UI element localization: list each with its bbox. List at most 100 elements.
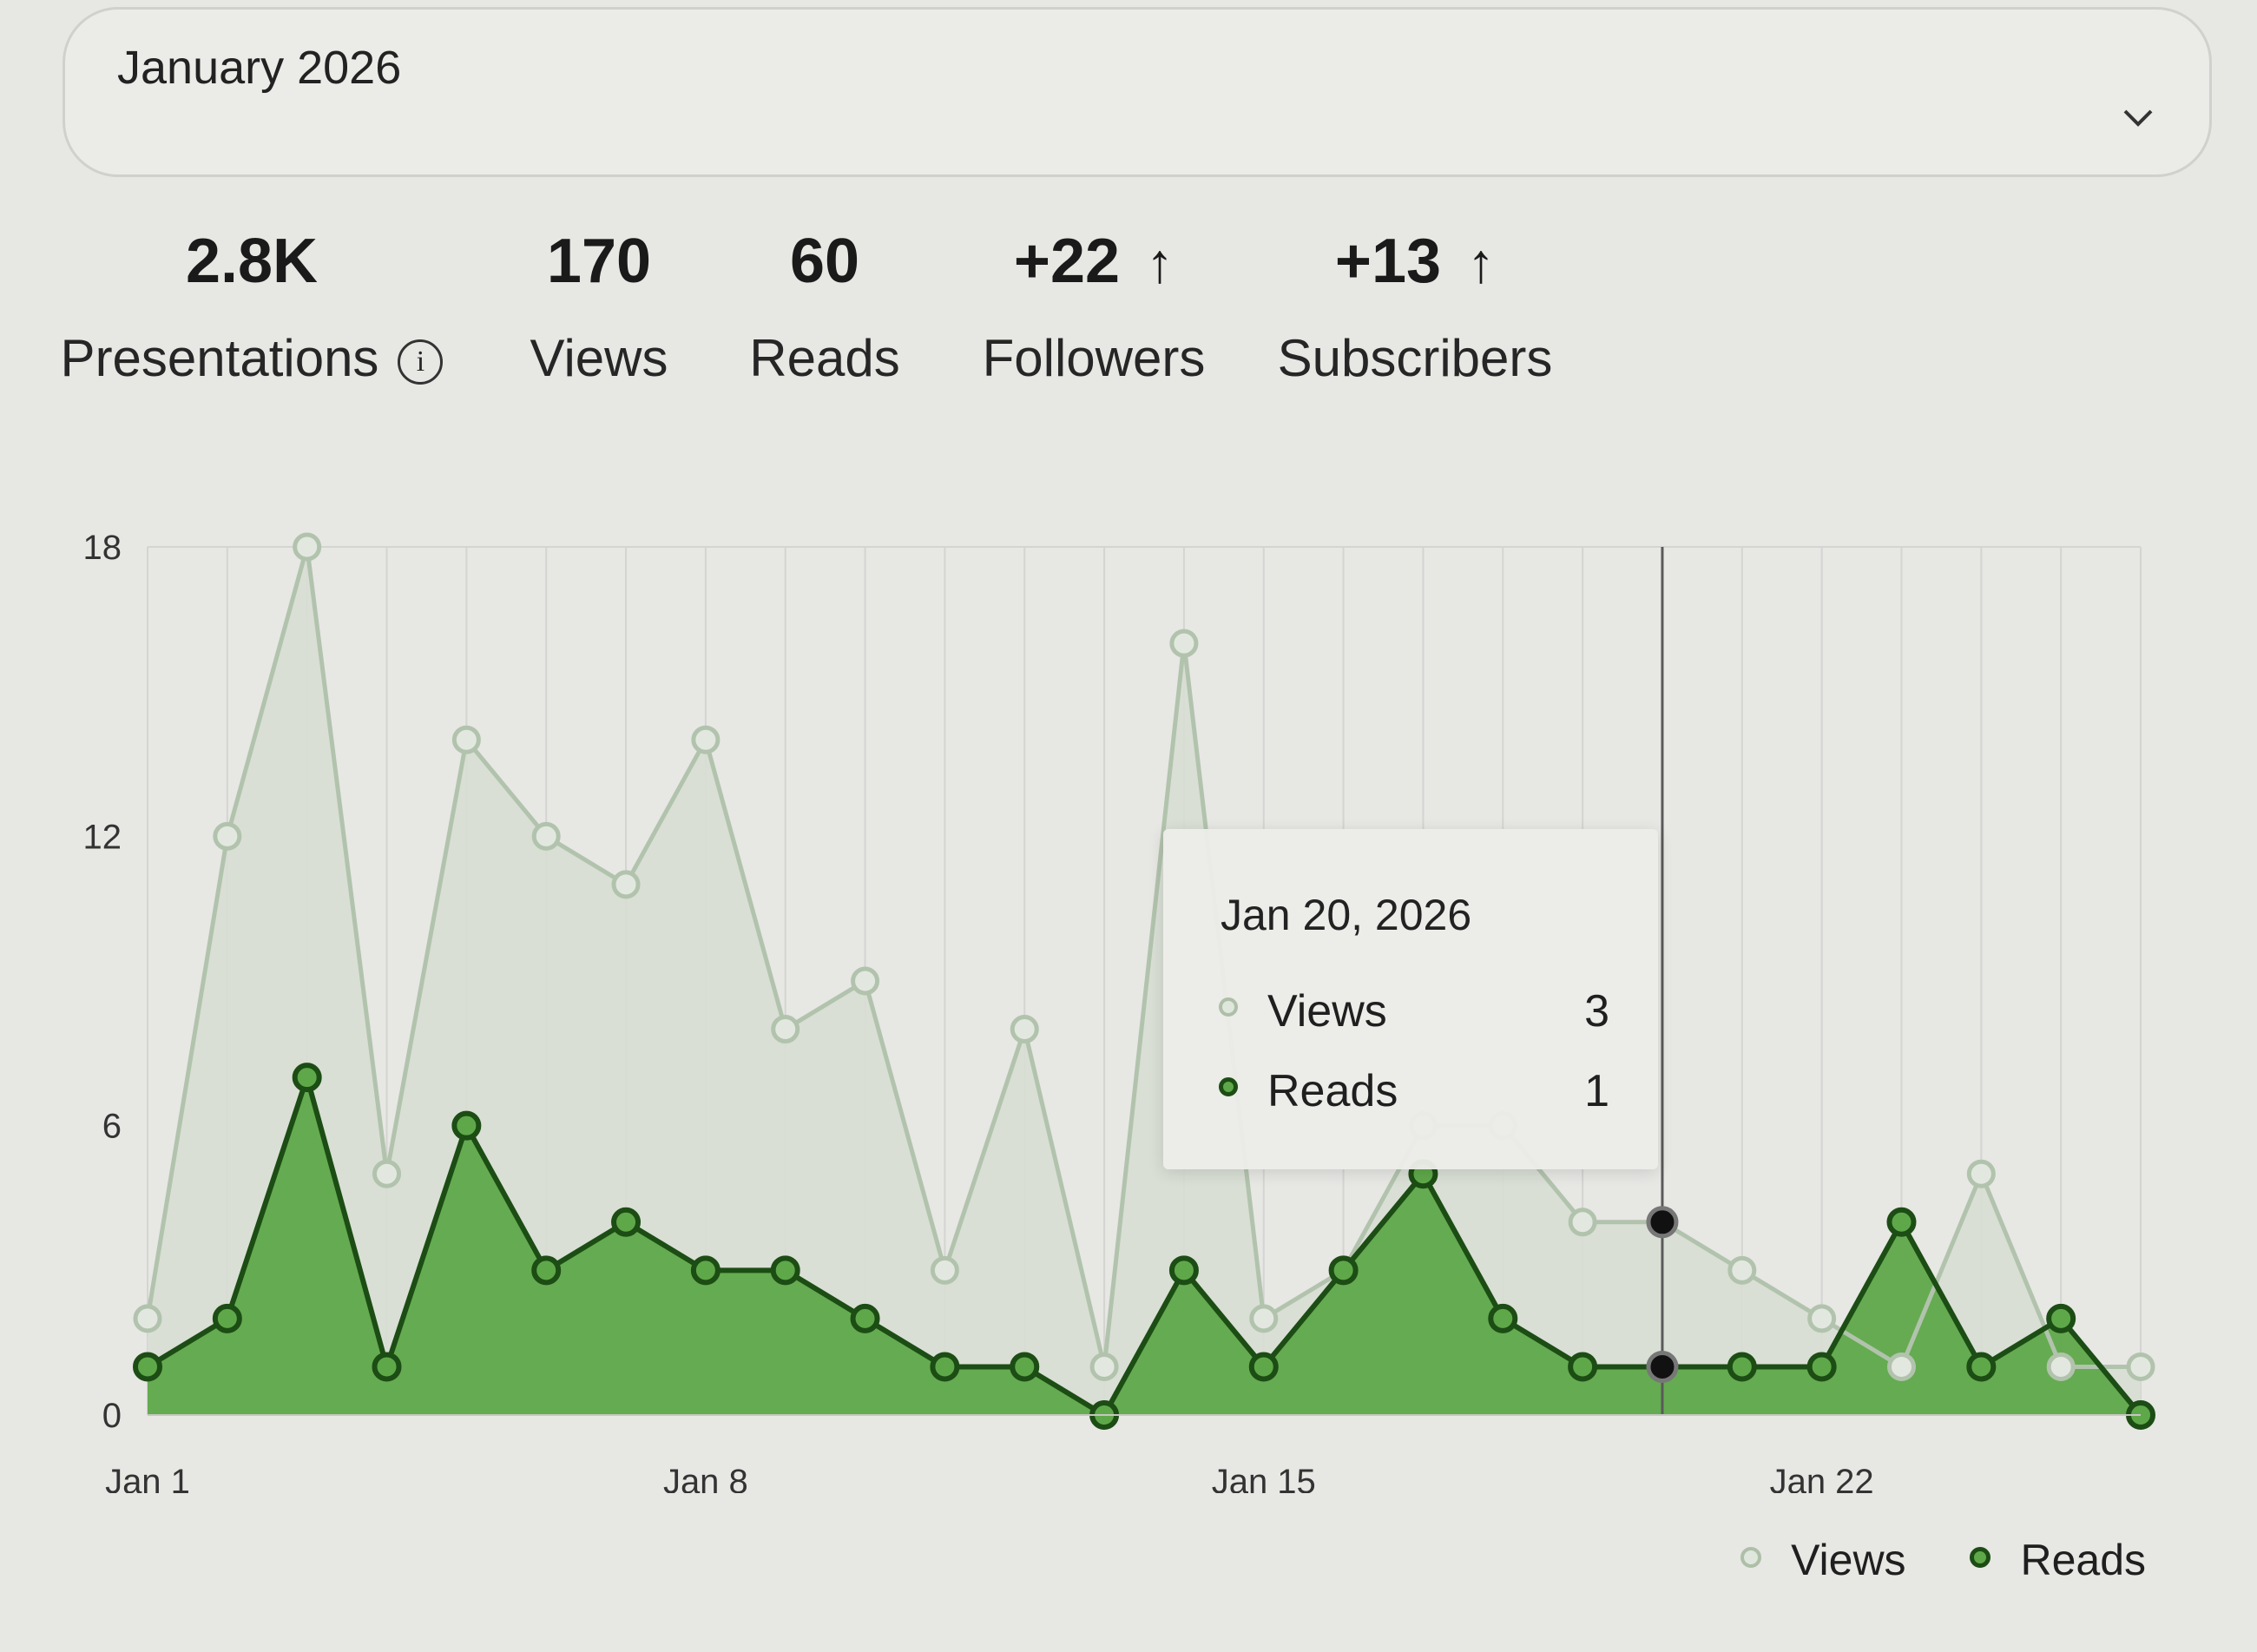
reads-legend-icon [1970, 1547, 1991, 1568]
stat-subscribers-label: Subscribers [1277, 329, 1553, 387]
reads-point [2046, 1303, 2076, 1333]
stat-presentations-value: 2.8K [185, 227, 319, 296]
stat-followers-value-wrap: +22 ↑ [972, 226, 1215, 297]
tooltip-views-label: Views [1267, 986, 1387, 1037]
tooltip-views-value: 3 [1584, 986, 1609, 1037]
views-point [1568, 1208, 1597, 1237]
tooltip-row-reads: Reads 1 [1219, 1065, 1609, 1117]
views-point [1010, 1015, 1039, 1044]
views-point [1727, 1255, 1757, 1285]
stat-subscribers-value: +13 [1334, 227, 1442, 296]
reads-point [1010, 1352, 1040, 1382]
views-point [2046, 1352, 2076, 1381]
stat-presentations-label: Presentations [60, 329, 379, 387]
reads-point [372, 1352, 402, 1382]
chart-tooltip: Jan 20, 2026 Views 3 Reads 1 [1163, 829, 1658, 1169]
legend-item-views[interactable]: Views [1740, 1535, 1906, 1585]
stat-followers-value: +22 [1013, 227, 1121, 296]
stat-presentations: 2.8K Presentations i [43, 226, 460, 388]
views-point [611, 870, 641, 899]
reads-dot-icon [1219, 1077, 1238, 1096]
up-arrow-icon: ↑ [1467, 232, 1496, 294]
stat-views-label: Views [530, 329, 668, 387]
reads-point [770, 1255, 800, 1286]
views-point [451, 725, 481, 754]
views-point [213, 821, 242, 851]
x-tick-label: Jan 15 [1212, 1463, 1316, 1493]
reads-point [1568, 1352, 1598, 1382]
views-point [691, 725, 721, 754]
month-selector-value: January 2026 [117, 42, 402, 94]
chart-points [133, 532, 2155, 1430]
views-dot-icon [1219, 997, 1238, 1017]
views-point [2126, 1352, 2155, 1381]
y-tick-label: 0 [102, 1397, 122, 1435]
tooltip-date: Jan 20, 2026 [1221, 891, 1472, 939]
views-point [1807, 1304, 1837, 1333]
stat-views-value: 170 [546, 227, 652, 296]
tooltip-row-views: Views 3 [1219, 985, 1609, 1037]
reads-point [850, 1303, 880, 1333]
legend-item-reads[interactable]: Reads [1970, 1535, 2146, 1585]
views-point [1089, 1352, 1119, 1381]
month-selector[interactable]: January 2026 [63, 7, 2212, 177]
stat-followers: +22 ↑ Followers [972, 226, 1215, 388]
x-tick-label: Jan 8 [663, 1463, 748, 1493]
reads-point [292, 1063, 322, 1093]
reads-point [690, 1255, 721, 1286]
views-point [531, 821, 561, 851]
stat-views: 170 Views [521, 226, 677, 388]
views-legend-icon [1740, 1547, 1762, 1568]
views-series-line [145, 544, 2141, 1369]
stat-subscribers: +13 ↑ Subscribers [1267, 226, 1563, 388]
legend-reads-label: Reads [2020, 1536, 2146, 1584]
views-area [148, 547, 2141, 1415]
reads-point [1328, 1255, 1359, 1286]
stat-subscribers-value-wrap: +13 ↑ [1267, 226, 1563, 297]
stat-reads-value: 60 [789, 227, 860, 296]
x-tick-label: Jan 22 [1770, 1463, 1874, 1493]
info-icon[interactable]: i [398, 339, 444, 385]
views-point [1966, 1159, 1996, 1188]
views-point [372, 1159, 402, 1188]
reads-point [451, 1110, 482, 1141]
views-point [1169, 629, 1199, 658]
legend-views-label: Views [1791, 1536, 1906, 1584]
reads-point [1488, 1303, 1518, 1333]
reads-point [611, 1207, 642, 1237]
views-point [930, 1255, 959, 1285]
stat-reads-label: Reads [749, 329, 900, 387]
reads-point [1248, 1352, 1279, 1382]
chart-axes: 0 6 12 18 Jan 1 Jan 8 Jan 15 Jan 22 [83, 529, 2141, 1493]
views-point [771, 1015, 800, 1044]
y-tick-label: 6 [102, 1108, 122, 1146]
reads-point [1727, 1352, 1757, 1382]
stats-row: 2.8K Presentations i 170 Views 60 Reads +… [0, 226, 2257, 443]
views-point [851, 966, 880, 996]
stat-presentations-label-wrap: Presentations i [43, 328, 460, 388]
chart-areas [148, 547, 2141, 1415]
up-arrow-icon: ↑ [1146, 232, 1175, 294]
reads-point [1806, 1352, 1837, 1382]
reads-point [531, 1255, 562, 1286]
reads-point [930, 1352, 960, 1382]
y-tick-label: 12 [83, 818, 122, 856]
reads-point [1168, 1255, 1199, 1286]
views-reads-chart[interactable]: 0 6 12 18 Jan 1 Jan 8 Jan 15 Jan 22 [0, 486, 2257, 1493]
tooltip-reads-label: Reads [1267, 1066, 1398, 1116]
tooltip-reads-value: 1 [1584, 1066, 1609, 1116]
views-point [1646, 1206, 1679, 1239]
reads-point [133, 1352, 162, 1382]
views-point [1249, 1304, 1279, 1333]
stat-reads: 60 Reads [747, 226, 903, 388]
chart-legend: Views Reads [1688, 1535, 2146, 1587]
views-point [1886, 1352, 1916, 1381]
x-tick-label: Jan 1 [105, 1463, 190, 1493]
reads-area [148, 1077, 2141, 1415]
reads-point [1886, 1207, 1917, 1237]
reads-point [212, 1303, 242, 1333]
reads-point [1646, 1350, 1679, 1383]
reads-point [1966, 1352, 1997, 1382]
chevron-down-icon [2123, 109, 2153, 127]
views-point [293, 532, 322, 562]
